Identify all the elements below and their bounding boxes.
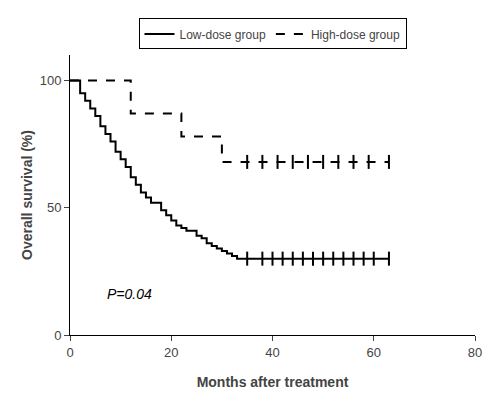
svg-text:P=0.04: P=0.04 xyxy=(107,286,152,302)
svg-text:High-dose group: High-dose group xyxy=(311,28,400,42)
svg-text:20: 20 xyxy=(164,345,178,360)
svg-text:Overall survival (%): Overall survival (%) xyxy=(19,130,35,260)
svg-text:0: 0 xyxy=(66,345,73,360)
svg-text:Low-dose group: Low-dose group xyxy=(180,28,266,42)
svg-text:0: 0 xyxy=(54,328,61,343)
svg-text:60: 60 xyxy=(367,345,381,360)
svg-text:Months after treatment: Months after treatment xyxy=(197,374,349,390)
svg-text:80: 80 xyxy=(468,345,482,360)
svg-text:40: 40 xyxy=(265,345,279,360)
svg-text:100: 100 xyxy=(40,73,62,88)
svg-text:50: 50 xyxy=(47,200,61,215)
